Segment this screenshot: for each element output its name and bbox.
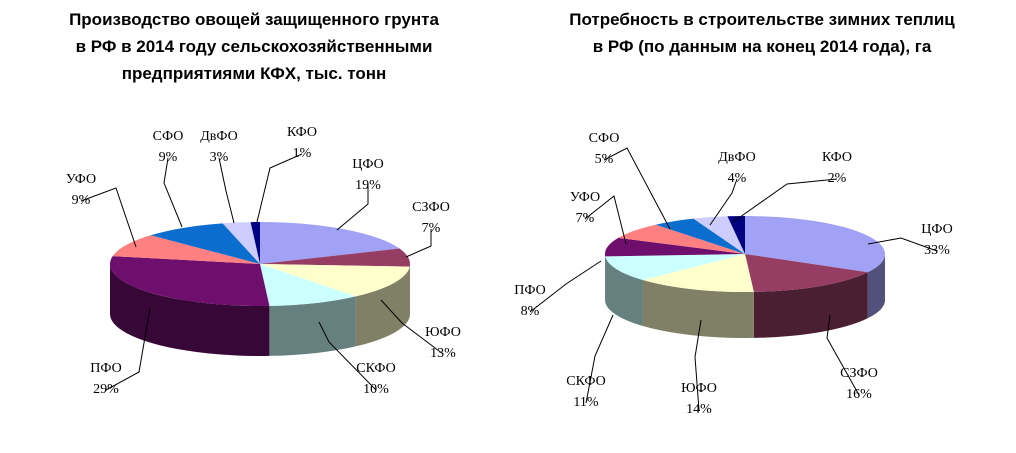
slice-label-сфо: СФО (589, 131, 620, 146)
pie-slice-пфо (109, 256, 270, 306)
leader-line-кфо (732, 178, 838, 223)
slice-label-сзфо: СЗФО (840, 366, 878, 381)
slice-label-юфо: ЮФО (681, 381, 717, 396)
chart-title-line: Потребность в строительстве зимних тепли… (569, 10, 955, 29)
slice-value-label-пфо: 8% (521, 304, 540, 319)
slice-value-label-уфо: 9% (72, 193, 91, 208)
chart-title: Потребность в строительстве зимних тепли… (508, 6, 1016, 60)
slice-label-пфо: ПФО (514, 283, 545, 298)
pie-slice-юфо (642, 254, 754, 292)
chart-greenhouse-demand: ЦФО 33% СЗФО 16% ЮФО 14% СКФО 11% ПФО 8% УФО 7% СФО 5… (508, 0, 1016, 453)
pie-slice-пфо (605, 237, 745, 257)
pie-chart-greenhouse-demand: ЦФО 33% СЗФО 16% ЮФО 14% СКФО 11% ПФО 8% УФО 7% СФО 5… (514, 131, 952, 417)
leader-line-двфо (709, 178, 738, 226)
slice-label-сфо: СФО (153, 129, 184, 144)
slice-value-label-уфо: 7% (576, 211, 595, 226)
pie-slice-сзфо (260, 248, 411, 267)
leader-line-пфо (105, 307, 151, 391)
pie-slice-сзфо (745, 254, 868, 292)
slice-label-кфо: КФО (287, 125, 317, 140)
pie-slice-side-юфо (642, 280, 754, 338)
pie-slice-цфо (745, 216, 885, 273)
slice-label-цфо: ЦФО (352, 157, 383, 172)
pie-slice-кфо (727, 216, 745, 254)
slice-value-label-сзфо: 7% (422, 221, 441, 236)
pie-slice-side-сзфо (753, 272, 868, 338)
chart-title-line: в РФ в 2014 году сельскохозяйственными (75, 37, 433, 56)
leader-line-скфо (585, 314, 614, 404)
leader-line-двфо (218, 157, 235, 224)
slice-label-цфо: ЦФО (921, 222, 952, 237)
pie-slice-скфо (605, 254, 745, 281)
chart-title: Производство овощей защищенного грунта в… (0, 6, 508, 87)
pie-slice-кфо (250, 222, 260, 264)
pie-slice-двфо (222, 222, 260, 264)
slice-label-пфо: ПФО (90, 361, 121, 376)
slice-label-двфо: ДвФО (200, 129, 238, 144)
slice-label-уфо: УФО (570, 190, 600, 205)
slice-value-label-сфо: 5% (595, 152, 614, 167)
leader-line-сфо (163, 157, 183, 228)
pie-slice-side-скфо (269, 296, 356, 356)
pie-slice-уфо (112, 235, 260, 264)
pie-slice-двфо (693, 216, 745, 254)
pie-slice-side-пфо (110, 264, 270, 356)
slice-label-уфо: УФО (66, 172, 96, 187)
slice-value-label-кфо: 2% (828, 171, 847, 186)
leader-line-уфо (584, 195, 627, 245)
pie-slice-сфо (150, 223, 260, 264)
leader-line-кфо (256, 153, 303, 223)
slice-value-label-цфо: 19% (355, 178, 381, 193)
leader-line-цфо (336, 186, 369, 231)
chart-vegetable-production: ЦФО 19% СЗФО 7% ЮФО 13% СКФО 10% ПФО 29% УФО 9% СФО 9… (0, 6, 508, 397)
leader-line-сзфо (826, 314, 860, 396)
slice-value-label-двфо: 4% (728, 171, 747, 186)
slice-label-юфо: ЮФО (425, 325, 461, 340)
leader-line-скфо (318, 321, 377, 391)
leader-line-сфо (603, 147, 671, 230)
chart-title-line: Производство овощей защищенного грунта (69, 10, 439, 29)
slice-value-label-кфо: 1% (293, 146, 312, 161)
pie-slice-цфо (260, 222, 400, 264)
slice-label-кфо: КФО (822, 150, 852, 165)
pie-slice-side-скфо (605, 256, 643, 327)
slice-value-label-двфо: 3% (210, 150, 229, 165)
slice-value-label-цфо: 33% (924, 243, 950, 258)
slice-label-скфо: СКФО (566, 374, 605, 389)
slice-value-label-юфо: 13% (430, 346, 456, 361)
leader-line-юфо (380, 299, 444, 355)
pie-slice-юфо (260, 264, 410, 297)
slice-value-label-скфо: 11% (573, 395, 598, 410)
pie-slice-side-цфо (867, 254, 885, 319)
chart-title-line: в РФ (по данным на конец 2014 года), га (592, 37, 932, 56)
leader-line-юфо (694, 319, 702, 411)
leader-line-сзфо (405, 229, 432, 258)
slice-value-label-сфо: 9% (159, 150, 178, 165)
slice-label-сзфо: СЗФО (412, 200, 450, 215)
slice-value-label-сзфо: 16% (846, 387, 872, 402)
chart-title-line: предприятиями КФХ, тыс. тонн (121, 64, 387, 83)
slice-value-label-скфо: 10% (363, 382, 389, 397)
slice-value-label-пфо: 29% (93, 382, 119, 397)
pie-slice-уфо (618, 224, 745, 254)
leader-line-пфо (529, 260, 602, 313)
pie-slice-side-юфо (355, 266, 410, 347)
leader-line-уфо (80, 187, 137, 248)
slice-value-label-юфо: 14% (686, 402, 712, 417)
slice-label-скфо: СКФО (356, 361, 395, 376)
leader-line-цфо (867, 237, 938, 252)
pie-slice-скфо (260, 264, 356, 306)
pie-chart-vegetable-production: ЦФО 19% СЗФО 7% ЮФО 13% СКФО 10% ПФО 29% УФО 9% СФО 9… (66, 125, 461, 397)
pie-slice-сфо (655, 218, 745, 254)
slice-label-двфо: ДвФО (718, 150, 756, 165)
